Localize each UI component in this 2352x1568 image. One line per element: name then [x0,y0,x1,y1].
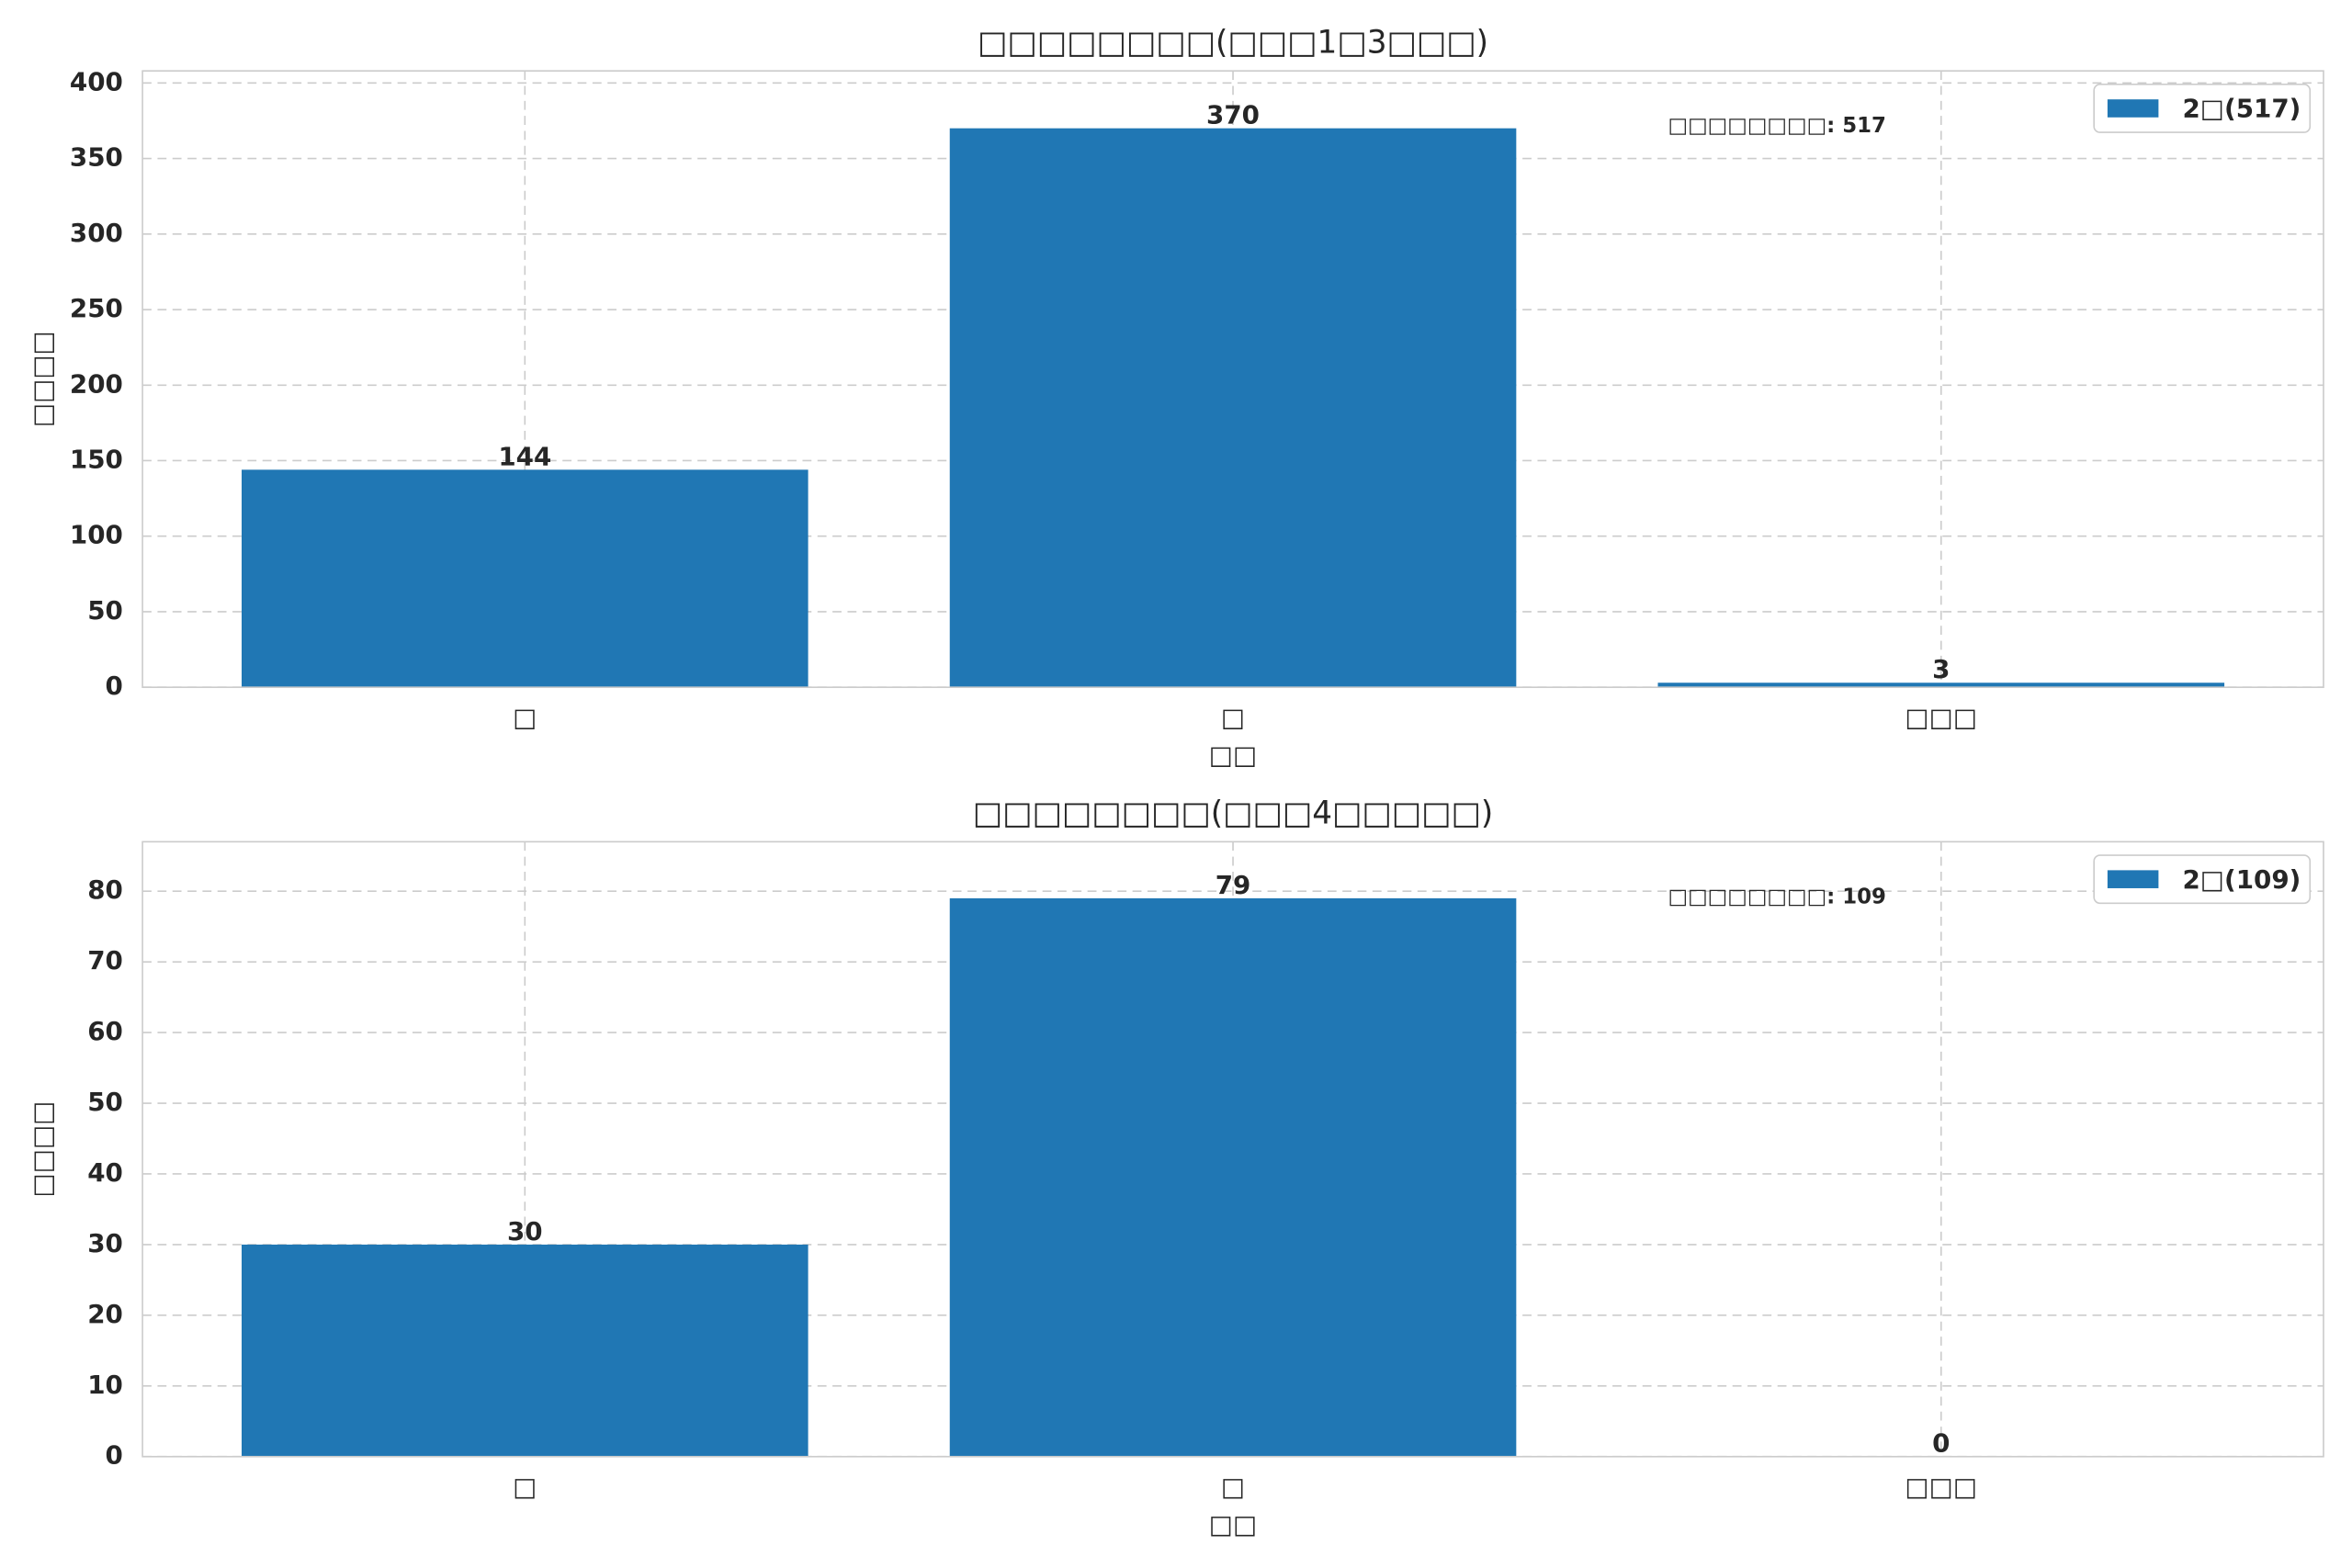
data-label: 0 [1932,1428,1950,1459]
y-tick-label: 70 [87,945,123,976]
y-tick-label: 80 [87,874,123,905]
bar [949,128,1517,688]
x-tick-label: □□□ [1905,1472,1977,1502]
y-tick-label: 10 [87,1370,123,1400]
y-tick-label: 200 [70,368,123,399]
y-tick-label: 0 [106,1440,123,1471]
legend-swatch [2107,870,2159,888]
legend-label: 2□(517) [2183,94,2301,124]
legend-swatch [2107,99,2159,118]
y-tick-label: 50 [87,595,123,626]
chart-title: □□□□□□□□(□□□4□□□□□) [973,795,1494,831]
x-tick-label: □ [1221,1472,1245,1502]
y-tick-label: 60 [87,1016,123,1046]
data-label: 3 [1932,654,1950,684]
y-tick-label: 250 [70,293,123,323]
bar [242,1244,808,1457]
plot-frame [141,840,2324,1458]
x-tick-label: □□□ [1905,702,1977,732]
y-tick-label: 400 [70,66,123,96]
y-tick-label: 50 [87,1087,123,1117]
chart-title: □□□□□□□□(□□□1□3□□□) [978,24,1488,61]
y-axis-label: □□□□ [27,1101,57,1198]
y-tick-label: 100 [70,520,123,550]
bar [242,469,808,688]
y-tick-label: 300 [70,218,123,248]
y-tick-label: 40 [87,1157,123,1188]
annotation: □□□□□□□□: 109 [1668,885,1886,908]
data-label: 79 [1216,870,1251,900]
legend-label: 2□(109) [2183,864,2301,895]
x-axis-label: □□ [1209,1509,1257,1540]
legend-box [2093,854,2312,905]
y-tick-label: 0 [106,671,123,701]
y-tick-label: 150 [70,444,123,474]
data-label: 30 [507,1216,543,1247]
legend-box [2093,84,2312,133]
x-tick-label: □ [513,1472,537,1502]
y-tick-label: 30 [87,1228,123,1258]
y-axis-label: □□□□ [27,331,57,427]
plot-frame [141,70,2324,689]
x-axis-label: □□ [1209,739,1257,770]
annotation: □□□□□□□□: 517 [1668,114,1886,138]
bar [949,897,1517,1457]
x-tick-label: □ [1221,702,1245,732]
data-label: 144 [498,441,551,471]
y-tick-label: 350 [70,142,123,173]
bar [1657,682,2225,688]
x-tick-label: □ [513,702,537,732]
data-label: 370 [1206,100,1260,130]
y-tick-label: 20 [87,1299,123,1329]
